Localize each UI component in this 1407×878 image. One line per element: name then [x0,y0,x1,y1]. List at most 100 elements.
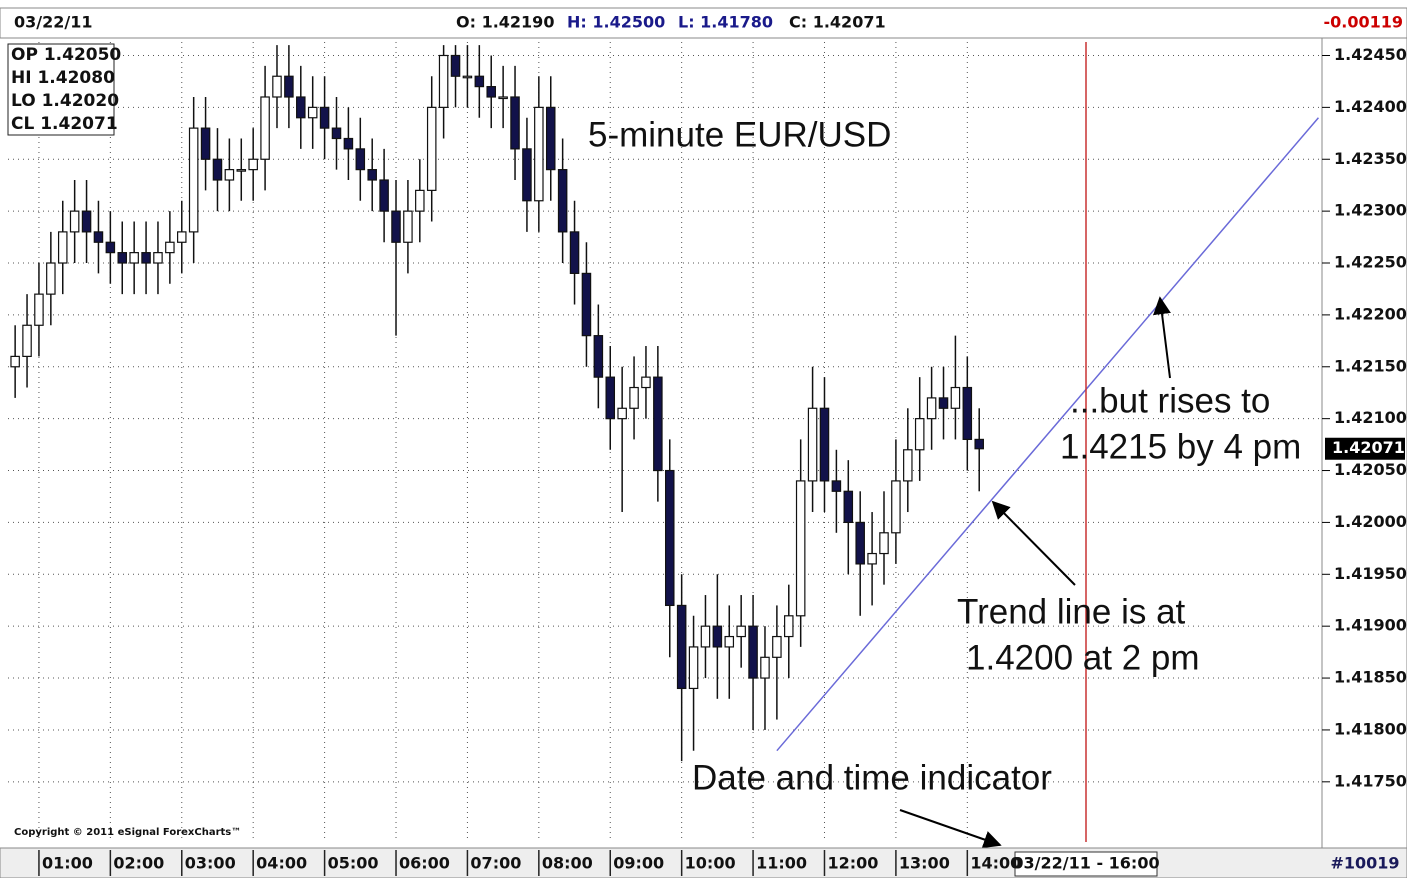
candle-body [46,262,56,295]
candle-body [10,355,20,368]
annotation: 1.4215 by 4 pm [1060,427,1301,466]
candle-body [545,106,556,171]
last-price-label: 1.42071 [1332,438,1405,457]
candle-body [534,106,544,202]
x-tick-label: 02:00 [113,854,164,873]
candle-body [569,231,580,274]
candle-body [772,635,782,658]
arrow [899,809,1002,849]
candle-body [426,106,437,191]
candle-body [819,407,830,482]
candle-body [962,386,973,441]
candle-body [307,106,318,119]
candle-body [260,96,270,160]
candle-body [212,158,223,181]
y-tick-label: 1.41750 [1334,771,1407,790]
candle-body [510,96,520,150]
trend-line [776,117,1319,752]
ohlc-close: C: 1.42071 [789,13,886,32]
y-tick-label: 1.42050 [1334,460,1407,479]
candle-body [486,86,496,98]
candle-body [760,656,770,679]
x-tick-label: 08:00 [542,854,593,873]
ohlc-low: L: 1.41780 [678,13,773,32]
info-open: OP 1.42050 [11,45,121,65]
annotation: Date and time indicator [692,758,1052,797]
candle-body [617,407,627,420]
plot [8,42,1322,842]
info-close: CL 1.42071 [11,114,118,134]
candle-body [117,252,128,264]
candle-body [188,127,199,233]
candle-body [474,75,485,88]
candle-body [724,635,735,648]
candle-body [129,252,139,264]
candle-body [224,169,235,181]
header-date: 03/22/11 [14,13,92,32]
x-tick-label: 09:00 [613,854,664,873]
cursor-box [1014,851,1158,877]
candle-body [664,469,675,607]
x-tick-label: 06:00 [399,854,450,873]
ohlc-open: O: 1.42190 [456,13,554,32]
candle-body [248,158,258,171]
x-tick-label: 07:00 [470,854,521,873]
candle-body [736,625,746,638]
info-high: HI 1.42080 [11,68,115,88]
candle-body [296,96,306,119]
candle-body [879,532,889,555]
annotation: 5-minute EUR/USD [588,115,891,154]
annotation: ...but rises to [1070,381,1270,420]
annotation: 1.4200 at 2 pm [966,638,1200,677]
x-tick-label: 04:00 [256,854,307,873]
y-tick-label: 1.41850 [1334,668,1407,687]
x-tick-label: 14:00 [970,854,1021,873]
candle-body [81,210,92,233]
info-low: LO 1.42020 [11,91,119,111]
cursor-label: 03/22/11 - 16:00 [1012,854,1159,873]
candle-body [343,137,354,150]
candle-body [629,386,639,409]
candle-body [914,418,925,451]
candle-body [415,189,425,212]
candle-body [165,241,175,254]
candle-body [700,625,711,648]
candle-body [200,127,211,160]
candle-body [903,449,913,482]
arrow [991,500,1076,586]
candle-body [105,241,116,254]
candle-body [355,148,366,171]
y-tick-label: 1.42000 [1334,512,1407,531]
candle-body [153,252,163,264]
candle-body [688,646,699,690]
axes: 1.42450 1.42400 1.42350 1.42300 1.42250 1.422… [38,45,1407,876]
candle-body [236,169,247,172]
top-bar [0,7,1407,39]
candle-body [379,179,389,212]
candle-body [284,75,294,98]
candle-body [855,521,865,565]
x-tick-label: 13:00 [899,854,950,873]
candle-body [795,480,806,617]
y-tick-label: 1.42300 [1334,201,1407,220]
candle-body [319,106,330,129]
candle-body [950,386,961,409]
last-price-marker [1325,437,1405,460]
candle-body [34,293,44,326]
x-tick-label: 03:00 [185,854,236,873]
x-tick-label: 11:00 [756,854,807,873]
candle-body [641,376,651,389]
x-tick-label: 12:00 [827,854,878,873]
candle-body [69,210,80,233]
y-tick-label: 1.42250 [1334,253,1407,272]
candle-body [974,438,984,450]
y-tick-label: 1.42150 [1334,356,1407,375]
candle-body [807,407,818,482]
candle-body [676,604,687,690]
ohlc-high: H: 1.42500 [567,13,665,32]
x-tick-label: 10:00 [685,854,736,873]
bar-count: #10019 [1330,854,1399,873]
candle-body [177,231,187,243]
